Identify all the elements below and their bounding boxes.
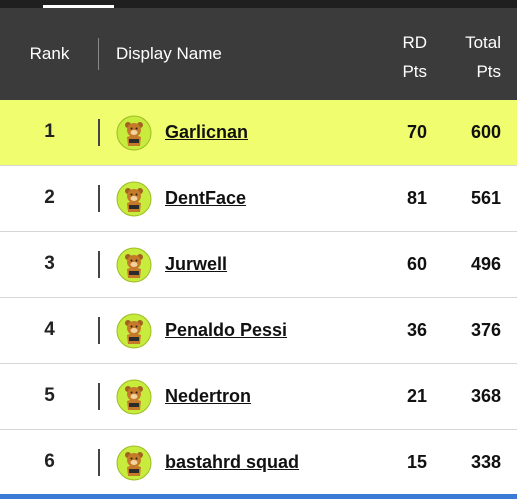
- rd-points: 60: [406, 254, 427, 274]
- separator: [98, 251, 100, 278]
- active-tab[interactable]: [43, 5, 114, 8]
- avatar: [116, 247, 152, 283]
- table-row[interactable]: 4 Penaldo Pessi 36 376: [0, 298, 517, 364]
- avatar-wrap: [116, 115, 152, 156]
- top-bar: [0, 0, 517, 8]
- avatar: [116, 379, 152, 415]
- rd-points: 15: [406, 452, 427, 472]
- rank-cell: 6: [44, 451, 55, 472]
- separator: [98, 449, 100, 476]
- avatar: [116, 445, 152, 481]
- separator: [98, 317, 100, 344]
- player-name-link[interactable]: Jurwell: [165, 254, 228, 274]
- separator: [98, 119, 100, 146]
- player-name-link[interactable]: Garlicnan: [165, 122, 249, 142]
- rd-points: 36: [406, 320, 427, 340]
- total-points: 376: [470, 320, 501, 340]
- separator: [98, 383, 100, 410]
- header-cell[interactable]: RD Pts: [402, 33, 427, 81]
- table-row[interactable]: 2 DentFace 81 561: [0, 166, 517, 232]
- table-row[interactable]: 1 Garlicnan 70 600: [0, 100, 517, 166]
- rd-points: 21: [406, 386, 427, 406]
- rd-points: 81: [406, 188, 427, 208]
- table-row[interactable]: 3 Jurwell 60 496: [0, 232, 517, 298]
- avatar: [116, 181, 152, 217]
- total-points: 496: [470, 254, 501, 274]
- avatar-wrap: [116, 445, 152, 486]
- avatar-wrap: [116, 313, 152, 354]
- player-name-link[interactable]: bastahrd squad: [165, 452, 300, 472]
- total-points: 561: [470, 188, 501, 208]
- rank-cell: 2: [44, 187, 55, 208]
- rank-cell: 1: [44, 121, 55, 142]
- rank-cell: 5: [44, 385, 55, 406]
- header-cell[interactable]: Total Pts: [465, 33, 501, 81]
- rank-cell: 4: [44, 319, 55, 340]
- separator: [98, 185, 100, 212]
- total-points: 338: [470, 452, 501, 472]
- header-cell[interactable]: Rank: [29, 44, 70, 63]
- player-name-link[interactable]: Nedertron: [165, 386, 252, 406]
- player-name-link[interactable]: Penaldo Pessi: [165, 320, 288, 340]
- avatar-wrap: [116, 247, 152, 288]
- avatar-wrap: [116, 379, 152, 420]
- table-header: Rank Display Name RD Pts Total Pts: [0, 8, 517, 100]
- avatar: [116, 313, 152, 349]
- total-points: 600: [470, 122, 501, 142]
- total-points: 368: [470, 386, 501, 406]
- avatar: [116, 115, 152, 151]
- separator: [98, 38, 99, 70]
- header-cell[interactable]: Display Name: [116, 44, 222, 63]
- table-row[interactable]: 6 bastahrd squad 15 338: [0, 430, 517, 496]
- rank-cell: 3: [44, 253, 55, 274]
- rd-points: 70: [406, 122, 427, 142]
- player-name-link[interactable]: DentFace: [165, 188, 247, 208]
- avatar-wrap: [116, 181, 152, 222]
- table-row[interactable]: 5 Nedertron 21 368: [0, 364, 517, 430]
- bottom-bar: [0, 494, 517, 499]
